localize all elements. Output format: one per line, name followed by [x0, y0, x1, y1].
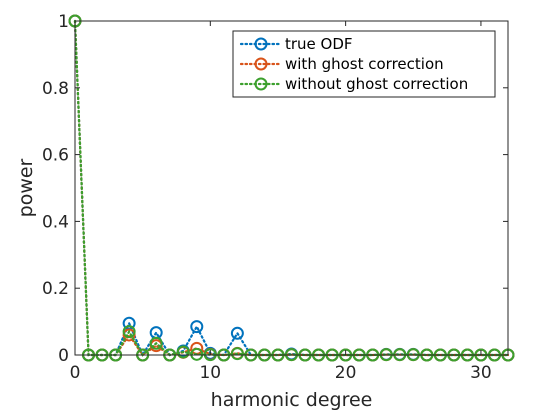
- axis-ticks: 0 10 20 30 0 0.2 0.4 0.6 0.8 1: [42, 12, 508, 383]
- legend: true ODF with ghost correction without gho…: [232, 30, 496, 98]
- y-tick-label: 0.4: [42, 212, 69, 232]
- legend-label: without ghost correction: [285, 75, 468, 93]
- y-tick-label: 0.8: [42, 79, 69, 99]
- legend-entry: true ODF: [239, 35, 353, 53]
- legend-marker: [254, 37, 268, 51]
- legend-entry: without ghost correction: [239, 75, 468, 93]
- x-tick-label: 20: [335, 363, 357, 383]
- data-point: [190, 320, 204, 334]
- legend-label: with ghost correction: [285, 55, 444, 73]
- plot-frame: [74, 20, 509, 356]
- x-tick-label: 0: [70, 363, 81, 383]
- legend-label: true ODF: [285, 35, 353, 53]
- y-tick-label: 1: [58, 12, 69, 32]
- data-point: [149, 336, 163, 350]
- y-axis-label: power: [15, 158, 37, 217]
- data-point: [190, 347, 204, 361]
- y-tick-label: 0.2: [42, 279, 69, 299]
- data-point: [122, 325, 136, 339]
- data-point: [230, 326, 244, 340]
- x-tick-label: 10: [199, 363, 221, 383]
- y-tick-label: 0.6: [42, 146, 69, 166]
- y-tick-label: 0: [58, 346, 69, 366]
- legend-marker: [254, 57, 268, 71]
- legend-marker: [254, 77, 268, 91]
- x-tick-label: 30: [470, 363, 492, 383]
- data-point: [176, 345, 190, 359]
- data-point: [230, 347, 244, 361]
- x-axis-label: harmonic degree: [211, 389, 373, 411]
- legend-entry: with ghost correction: [239, 55, 444, 73]
